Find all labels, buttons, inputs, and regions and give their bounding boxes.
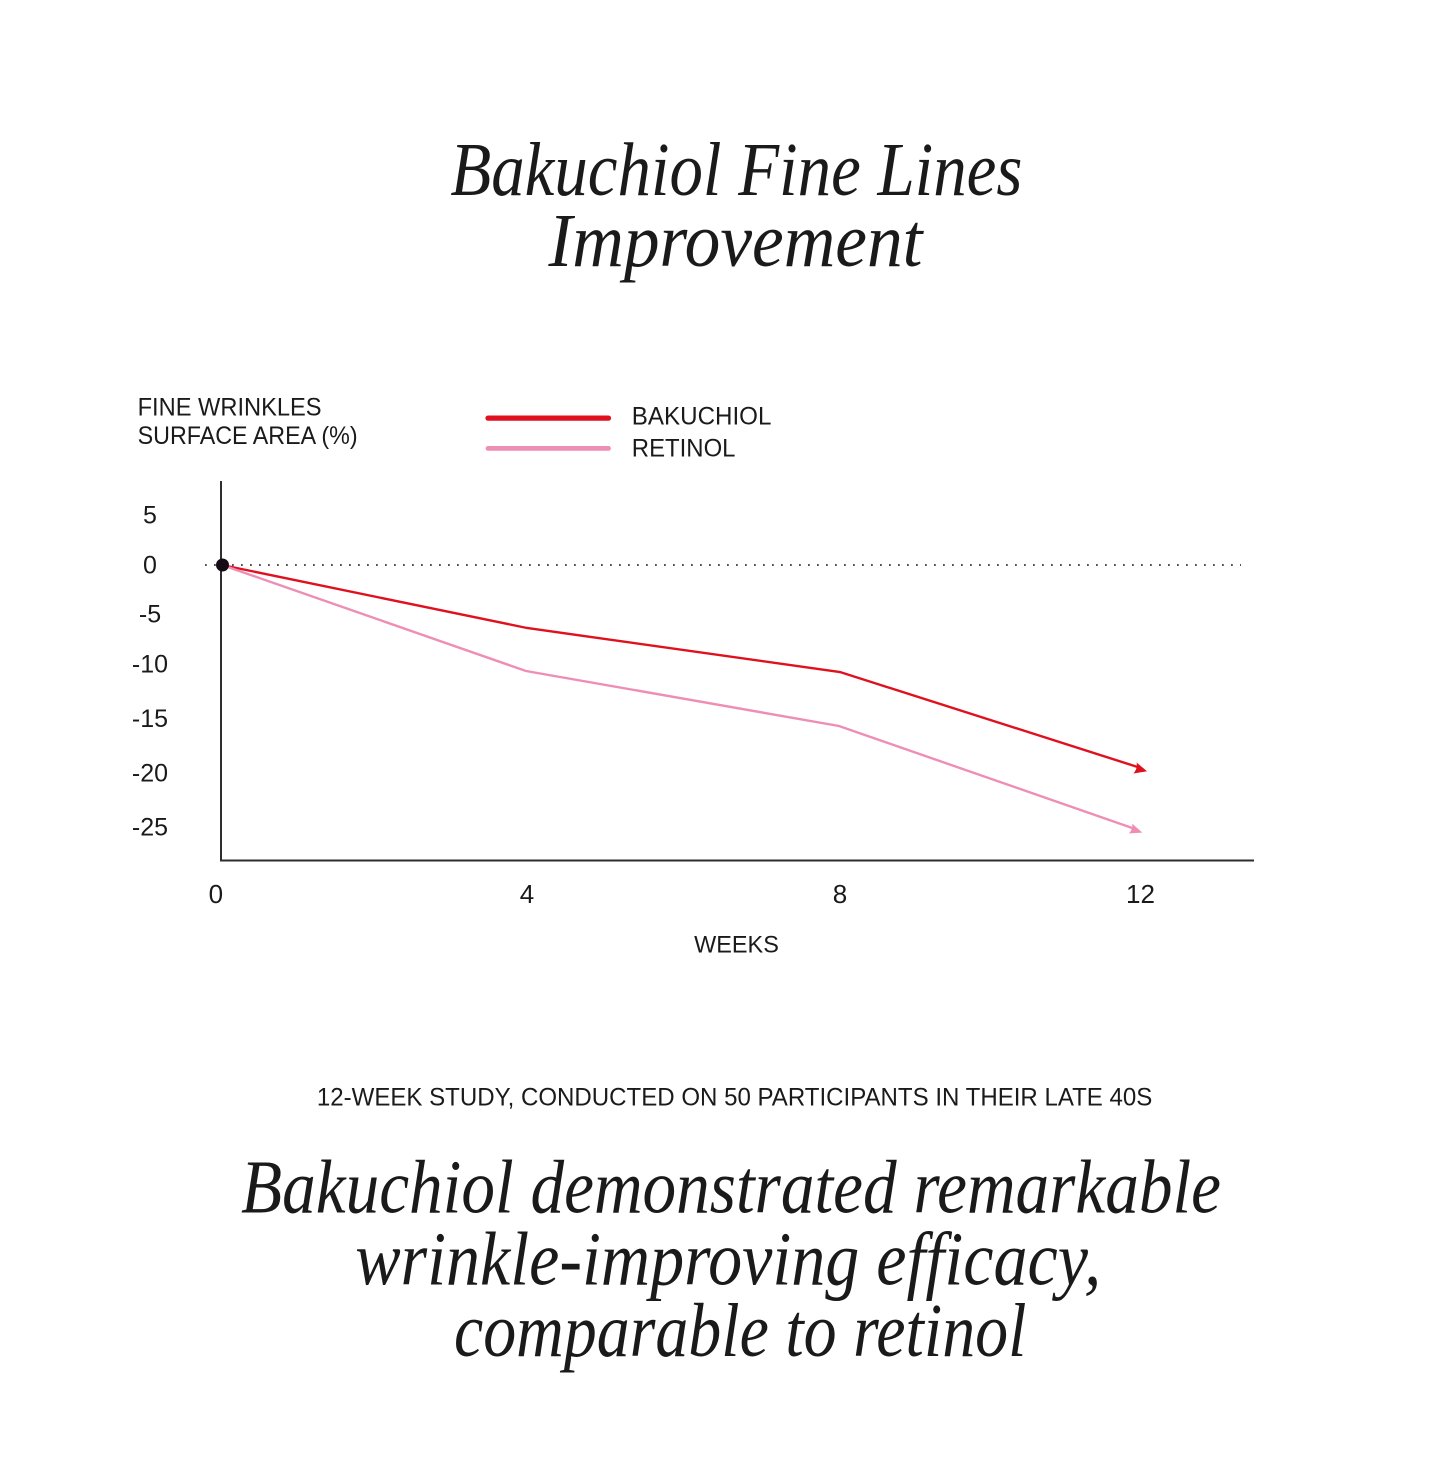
- svg-text:BAKUCHIOL: BAKUCHIOL: [632, 403, 772, 431]
- svg-text:-20: -20: [132, 759, 168, 787]
- svg-text:comparable to retinol: comparable to retinol: [454, 1289, 1027, 1373]
- svg-text:4: 4: [520, 879, 534, 909]
- svg-text:Bakuchiol Fine Lines: Bakuchiol Fine Lines: [450, 128, 1022, 212]
- svg-text:12-WEEK STUDY, CONDUCTED ON 50: 12-WEEK STUDY, CONDUCTED ON 50 PARTICIPA…: [317, 1084, 1153, 1112]
- svg-text:wrinkle-improving efficacy,: wrinkle-improving efficacy,: [355, 1218, 1101, 1302]
- svg-text:0: 0: [209, 879, 223, 909]
- svg-text:5: 5: [143, 502, 157, 530]
- svg-text:FINE WRINKLES: FINE WRINKLES: [138, 394, 322, 422]
- svg-text:Bakuchiol demonstrated remarka: Bakuchiol demonstrated remarkable: [241, 1145, 1221, 1229]
- svg-text:RETINOL: RETINOL: [632, 435, 736, 463]
- svg-text:0: 0: [143, 552, 157, 580]
- svg-text:-5: -5: [139, 600, 161, 628]
- svg-text:Improvement: Improvement: [548, 199, 925, 283]
- svg-text:12: 12: [1126, 879, 1155, 909]
- svg-text:-25: -25: [132, 813, 168, 841]
- svg-text:-15: -15: [132, 705, 168, 733]
- svg-text:8: 8: [833, 879, 847, 909]
- svg-text:-10: -10: [132, 650, 168, 678]
- svg-text:WEEKS: WEEKS: [694, 932, 779, 959]
- svg-text:SURFACE AREA (%): SURFACE AREA (%): [138, 422, 358, 450]
